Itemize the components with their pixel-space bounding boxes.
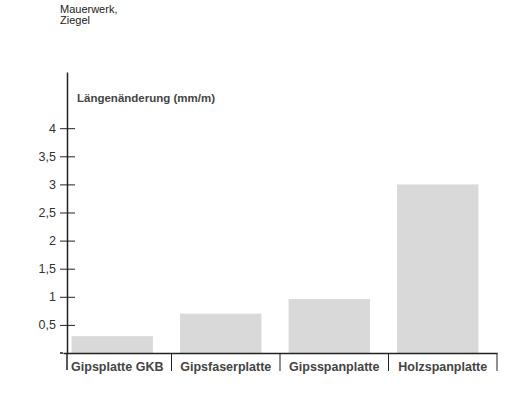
bar <box>72 336 153 353</box>
title: Mauerwerk,Ziegel <box>60 3 117 26</box>
chart: Mauerwerk,Ziegel 0,5 1 1,5 2 2,5 3 3,5 4 Längenän… <box>0 0 513 400</box>
category-separator <box>280 353 281 371</box>
bars <box>72 184 479 353</box>
x-axis: Gipsplatte GKB Gipsfaserplatte Gipsspanpla… <box>64 353 498 374</box>
y-tick: 1,5 <box>39 262 75 276</box>
y-tick-label: 3 <box>49 178 56 192</box>
bar <box>397 184 478 353</box>
bar <box>289 299 370 353</box>
y-axis-title: Längenänderung (mm/m) <box>77 92 215 104</box>
y-tick: 2 <box>49 234 75 248</box>
x-tick-label: Gipsplatte GKB <box>71 360 163 374</box>
y-tick-mark <box>60 128 75 129</box>
x-tick: Gipsfaserplatte <box>180 353 271 374</box>
y-tick-label: 2,5 <box>39 206 56 220</box>
y-tick: 3,5 <box>39 150 75 164</box>
category-separator <box>497 353 498 371</box>
y-tick-label: 3,5 <box>39 150 56 164</box>
x-tick-label: Gipsspanplatte <box>289 360 379 374</box>
y-tick-mark <box>60 241 75 242</box>
y-tick-label: 4 <box>49 122 56 136</box>
x-tick: Gipsspanplatte <box>289 353 379 374</box>
y-tick: 0,5 <box>39 318 75 332</box>
y-tick-mark <box>60 269 75 270</box>
y-tick: 1 <box>49 290 75 304</box>
y-tick-mark <box>60 184 75 185</box>
title-line: Ziegel <box>60 14 90 26</box>
y-tick-mark <box>60 325 75 326</box>
axis-extension <box>60 352 63 354</box>
x-tick: Gipsplatte GKB <box>71 353 163 374</box>
y-tick: 2,5 <box>39 206 75 220</box>
y-tick-mark <box>60 156 75 157</box>
axis-extension <box>66 353 68 370</box>
y-tick-label: 2 <box>49 234 56 248</box>
y-tick-mark <box>60 213 75 214</box>
y-axis: 0,5 1 1,5 2 2,5 3 3,5 4 <box>39 73 75 354</box>
y-tick-mark <box>60 297 75 298</box>
category-separator <box>388 353 389 371</box>
bar <box>180 314 261 353</box>
x-tick-label: Gipsfaserplatte <box>180 360 271 374</box>
y-tick-label: 1 <box>49 290 56 304</box>
category-separator <box>171 353 172 371</box>
x-tick-label: Holzspanplatte <box>398 360 487 374</box>
y-tick-label: 1,5 <box>39 262 56 276</box>
y-tick: 3 <box>49 178 75 192</box>
y-tick-label: 0,5 <box>39 318 56 332</box>
y-tick: 4 <box>49 122 75 136</box>
x-tick: Holzspanplatte <box>398 353 487 374</box>
